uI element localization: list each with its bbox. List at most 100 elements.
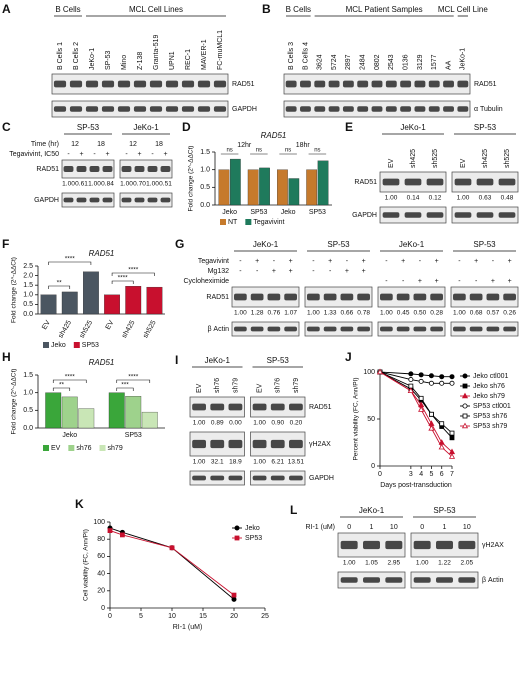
panel-letter: J <box>345 350 352 364</box>
blot-frame <box>377 286 446 308</box>
row-cell: - <box>475 278 478 285</box>
marker <box>407 387 414 394</box>
x-tick-label: 0 <box>378 471 382 478</box>
band <box>396 326 410 332</box>
band <box>340 293 354 301</box>
band <box>197 80 211 88</box>
band <box>101 106 115 112</box>
quantification: 6.21 <box>271 459 284 466</box>
bar <box>125 396 142 429</box>
band <box>228 475 243 481</box>
band-label: RAD51 <box>232 81 255 88</box>
significance: ns <box>226 148 232 154</box>
band <box>430 326 443 332</box>
marker <box>439 374 445 380</box>
legend-label: sh79 <box>108 445 123 452</box>
row-cell: 18 <box>155 141 163 148</box>
marker <box>428 373 434 379</box>
band <box>404 212 422 218</box>
lane-label: Z-138 <box>137 52 144 70</box>
band <box>400 106 412 112</box>
band <box>363 540 380 550</box>
x-axis-label: RI-1 (uM) <box>173 624 203 631</box>
quantification: 0.63 <box>479 195 492 202</box>
row-label: Time (hr) <box>31 141 59 148</box>
band <box>160 165 171 173</box>
band <box>234 293 247 301</box>
panel-letter: F <box>2 237 9 251</box>
band <box>443 106 454 112</box>
legend-swatch <box>68 445 75 451</box>
quantification: 13.51 <box>288 459 305 466</box>
band <box>192 439 206 449</box>
row-cell: + <box>137 151 141 158</box>
band <box>414 80 426 88</box>
x-tick-label: sh525 <box>79 319 95 339</box>
y-axis-label: Percent viability (FC, Ann/PI) <box>353 377 360 460</box>
marker <box>418 372 424 378</box>
band <box>101 80 115 88</box>
y-tick-label: 80 <box>97 536 105 543</box>
band <box>328 80 340 88</box>
quantification: 1.00 <box>120 181 133 188</box>
band <box>428 80 440 88</box>
significance-bracket <box>52 387 71 391</box>
band <box>197 106 211 112</box>
y-tick-label: 0.0 <box>23 425 33 432</box>
blot-frame <box>304 321 373 337</box>
group-label: JeKo-1 <box>399 240 425 249</box>
row-cell: + <box>289 258 293 265</box>
band <box>436 577 453 583</box>
quantification: 0.57 <box>487 310 500 317</box>
x-tick-label: 25 <box>261 613 269 620</box>
series-line <box>109 527 235 600</box>
row-cell: 0 <box>347 524 351 531</box>
lane-label: EV <box>388 158 395 168</box>
row-cell: - <box>93 151 96 158</box>
x-tick-label: 3 <box>409 471 413 478</box>
series-line <box>109 530 235 596</box>
row-cell: - <box>256 268 259 275</box>
y-tick-label: 1.5 <box>23 372 33 379</box>
legend-swatch <box>43 342 49 348</box>
band <box>476 212 494 218</box>
bar <box>78 408 95 429</box>
band <box>307 293 320 301</box>
y-axis-label: Fold change (2^-ΔΔCt) <box>188 146 195 212</box>
lane-label: 2543 <box>388 54 395 70</box>
band <box>53 80 67 88</box>
marker <box>449 380 455 386</box>
lane-label: JeKo-1 <box>89 48 96 70</box>
group-label: JeKo-1 <box>253 240 279 249</box>
row-cell: + <box>272 268 276 275</box>
band <box>486 293 500 301</box>
significance: **** <box>118 275 129 282</box>
group-label: SP-53 <box>327 240 350 249</box>
row-cell: - <box>151 151 154 158</box>
row-cell: - <box>402 278 405 285</box>
significance-bracket <box>52 379 87 383</box>
quantification: 2.05 <box>461 560 474 567</box>
legend-label: sh76 <box>76 445 91 452</box>
band <box>453 293 466 301</box>
row-cell: - <box>346 258 349 265</box>
band <box>498 212 516 218</box>
band <box>385 80 397 88</box>
bar <box>104 294 120 315</box>
significance: *** <box>121 382 129 389</box>
band <box>503 326 516 332</box>
marker <box>428 424 435 431</box>
y-axis-label: Cell viability (FC, Ann/PI) <box>83 529 90 601</box>
bar <box>306 169 318 206</box>
band <box>385 577 403 583</box>
lane-label: sh425 <box>482 149 489 168</box>
band <box>300 80 311 88</box>
band <box>289 475 303 481</box>
band <box>210 403 225 411</box>
marker <box>461 422 469 429</box>
group-label: JeKo-1 <box>133 123 159 132</box>
row-cell: - <box>492 258 495 265</box>
band <box>89 197 100 203</box>
band <box>134 197 145 203</box>
quantification: 0.70 <box>133 181 146 188</box>
